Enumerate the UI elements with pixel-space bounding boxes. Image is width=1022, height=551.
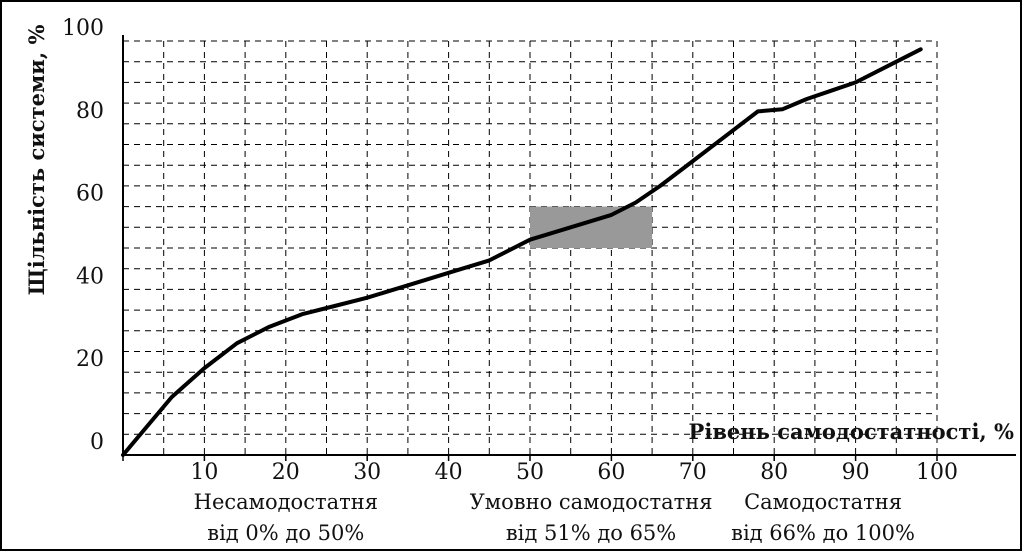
y-tick-label: 100 <box>62 16 104 41</box>
zone-label-title: Умовно самодостатня <box>470 490 713 514</box>
x-axis-label: Рівень самодостатності, % <box>689 419 1014 444</box>
zone-label-title: Несамодостатня <box>194 490 378 514</box>
x-tick-label: 90 <box>842 460 870 485</box>
y-tick-labels: 0 20 40 60 80 100 <box>62 16 104 455</box>
x-tick-label: 40 <box>435 460 463 485</box>
zone-label-title: Самодостатня <box>744 490 902 514</box>
zone-label-range: від 66% до 100% <box>731 521 915 545</box>
y-tick-label: 40 <box>76 264 104 289</box>
x-tick-labels: 10 20 30 40 50 60 70 80 90 100 <box>190 460 958 485</box>
y-tick-label: 0 <box>90 430 104 455</box>
x-tick-label: 60 <box>597 460 625 485</box>
y-tick-label: 80 <box>76 99 104 124</box>
x-tick-label: 20 <box>272 460 300 485</box>
series-line <box>121 47 923 457</box>
x-tick-label: 80 <box>760 460 788 485</box>
x-tick-label: 100 <box>916 460 958 485</box>
x-tick-label: 10 <box>190 460 218 485</box>
y-tick-label: 60 <box>76 182 104 207</box>
axes <box>122 35 1016 461</box>
zone-label-range: від 51% до 65% <box>506 521 676 545</box>
x-tick-label: 70 <box>679 460 707 485</box>
zone-labels: Несамодостатня від 0% до 50% Умовно самодо… <box>194 490 915 545</box>
y-tick-label: 20 <box>76 347 104 372</box>
zone-label-range: від 0% до 50% <box>207 521 364 545</box>
highlight-region <box>530 206 653 248</box>
x-tick-label: 30 <box>353 460 381 485</box>
y-axis-label: Щільність системи, % <box>24 25 49 296</box>
x-tick-label: 50 <box>516 460 544 485</box>
